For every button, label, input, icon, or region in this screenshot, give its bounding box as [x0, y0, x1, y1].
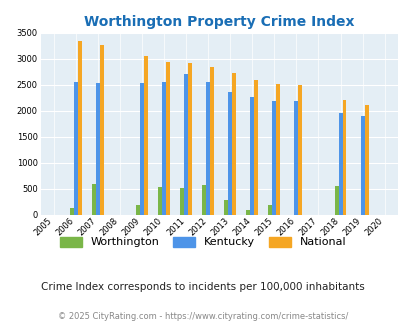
Bar: [188, 63, 192, 214]
Bar: [272, 101, 276, 214]
Text: Crime Index corresponds to incidents per 100,000 inhabitants: Crime Index corresponds to incidents per…: [41, 282, 364, 292]
Bar: [206, 82, 210, 214]
Bar: [144, 56, 148, 214]
Bar: [224, 200, 228, 214]
Bar: [210, 67, 214, 214]
Bar: [96, 83, 100, 214]
Bar: [298, 85, 302, 214]
Bar: [364, 105, 368, 214]
Bar: [78, 41, 82, 214]
Bar: [100, 46, 104, 214]
Bar: [334, 186, 338, 214]
Bar: [254, 80, 258, 214]
Bar: [232, 73, 236, 215]
Bar: [294, 101, 298, 214]
Title: Worthington Property Crime Index: Worthington Property Crime Index: [84, 15, 354, 29]
Bar: [228, 92, 232, 214]
Bar: [184, 75, 188, 214]
Bar: [180, 188, 184, 215]
Bar: [338, 113, 342, 214]
Bar: [360, 116, 364, 214]
Bar: [140, 83, 144, 214]
Bar: [202, 185, 206, 214]
Bar: [268, 205, 272, 214]
Bar: [74, 82, 78, 214]
Bar: [276, 84, 279, 214]
Bar: [342, 100, 345, 214]
Legend: Worthington, Kentucky, National: Worthington, Kentucky, National: [60, 237, 345, 247]
Bar: [162, 82, 166, 214]
Bar: [166, 61, 170, 214]
Bar: [136, 205, 140, 215]
Bar: [246, 210, 250, 214]
Bar: [158, 187, 162, 214]
Bar: [70, 208, 74, 214]
Bar: [250, 97, 254, 214]
Text: © 2025 CityRating.com - https://www.cityrating.com/crime-statistics/: © 2025 CityRating.com - https://www.city…: [58, 312, 347, 321]
Bar: [92, 184, 96, 215]
